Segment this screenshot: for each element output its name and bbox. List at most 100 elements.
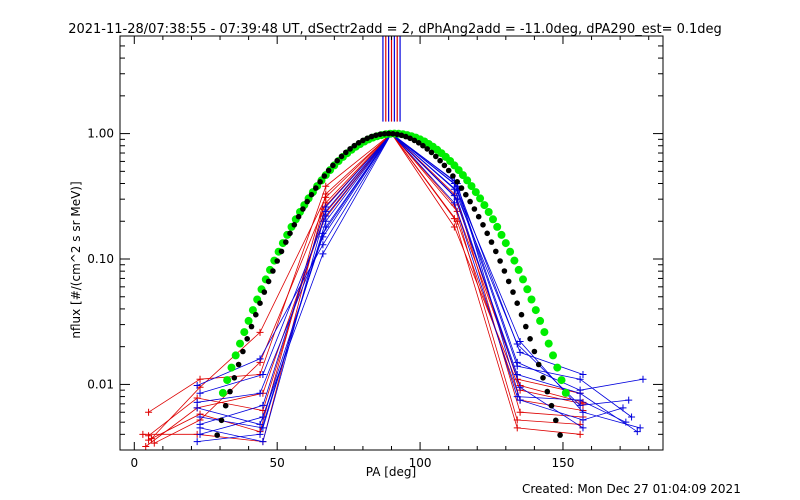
data-point-marker: [193, 382, 201, 390]
data-point-marker: [196, 430, 204, 438]
x-tick-label: 100: [409, 456, 432, 470]
fit-point: [253, 311, 259, 318]
blue-series: [196, 130, 630, 446]
plot-area: [139, 36, 647, 450]
fit-point: [274, 258, 281, 264]
fit-point: [291, 222, 298, 228]
data-point-marker: [513, 340, 521, 348]
series-line: [199, 132, 638, 435]
fit-point: [240, 328, 249, 337]
x-tick-label: 150: [552, 456, 575, 470]
fit-point: [355, 140, 362, 146]
fit-point: [445, 167, 452, 174]
data-point-marker: [513, 424, 521, 432]
fit-point: [531, 306, 540, 315]
fit-point: [480, 222, 486, 228]
data-point-marker: [579, 424, 587, 432]
data-point-marker: [196, 383, 204, 391]
y-axis-label: nflux [#/(cm^2 s sr MeV)]: [69, 181, 83, 338]
data-point-marker: [516, 348, 524, 356]
fit-point: [218, 417, 225, 424]
fit-point: [407, 135, 413, 142]
data-point-marker: [576, 401, 584, 409]
fit-point: [441, 162, 448, 169]
black-fit-curve: [214, 130, 563, 438]
fit-point: [561, 388, 570, 397]
data-point-marker: [639, 375, 647, 383]
data-point-marker: [516, 383, 524, 391]
data-point-marker: [256, 420, 264, 428]
fit-point: [338, 153, 345, 160]
fit-point: [227, 363, 236, 372]
fit-point: [420, 142, 426, 149]
blue-series: [193, 130, 644, 432]
blue-series: [196, 130, 636, 428]
fit-point: [523, 285, 532, 294]
fit-point: [317, 179, 323, 185]
fit-point: [475, 213, 482, 220]
fit-point: [218, 388, 227, 397]
data-point-marker: [633, 428, 641, 436]
data-point-marker: [145, 408, 153, 416]
data-point-marker: [196, 375, 204, 383]
data-point-marker: [259, 401, 267, 409]
blue-series: [196, 130, 633, 409]
fit-point: [411, 137, 418, 144]
data-point-marker: [625, 396, 633, 404]
data-point-marker: [259, 370, 267, 378]
data-point-marker: [319, 241, 327, 249]
fit-point: [540, 328, 549, 337]
data-point-marker: [193, 438, 201, 446]
fit-point: [373, 132, 379, 139]
fit-point: [415, 140, 422, 146]
series-line: [199, 132, 626, 443]
fit-point: [493, 248, 499, 255]
fit-point: [501, 268, 508, 274]
data-point-marker: [576, 430, 584, 438]
series-line: [197, 133, 624, 425]
data-point-marker: [579, 408, 587, 416]
axes: 0 50 100 150 0.01 0.10 1.00: [87, 35, 663, 470]
fit-point: [403, 133, 409, 140]
fit-point: [283, 239, 289, 245]
fit-point: [321, 173, 328, 179]
fit-point: [523, 323, 529, 330]
fit-point: [214, 432, 220, 438]
fit-point: [334, 157, 341, 164]
fit-point: [549, 351, 557, 360]
data-point-marker: [579, 370, 587, 378]
fit-point: [527, 336, 533, 342]
fit-point: [501, 239, 510, 248]
fit-point: [381, 131, 388, 137]
fit-point: [244, 316, 253, 325]
data-point-marker: [576, 389, 584, 397]
fit-point: [493, 222, 502, 231]
fit-point: [484, 230, 491, 237]
fit-point: [450, 173, 456, 179]
fit-point: [231, 375, 238, 381]
data-point-marker: [196, 420, 204, 428]
fit-point: [467, 198, 473, 205]
fit-point: [480, 201, 489, 210]
data-point-marker: [576, 375, 584, 383]
data-point-marker: [256, 355, 264, 363]
fit-point: [553, 363, 562, 372]
fit-point: [235, 361, 242, 368]
fit-point: [548, 402, 555, 409]
y-tick-label: 1.00: [87, 127, 114, 141]
fit-point: [257, 300, 263, 307]
data-point-marker: [628, 413, 636, 421]
series-line: [199, 133, 632, 425]
fit-point: [433, 153, 439, 160]
data-point-marker: [150, 439, 158, 447]
fit-point: [531, 348, 538, 355]
data-point-marker: [256, 389, 264, 397]
fit-point: [458, 185, 465, 191]
fit-point: [471, 206, 478, 212]
data-point-marker: [516, 408, 524, 416]
x-tick-label: 50: [270, 456, 285, 470]
data-point-marker: [256, 430, 264, 438]
data-point-marker: [513, 362, 521, 370]
data-point-marker: [579, 416, 587, 424]
y-tick-label: 0.10: [87, 252, 114, 266]
